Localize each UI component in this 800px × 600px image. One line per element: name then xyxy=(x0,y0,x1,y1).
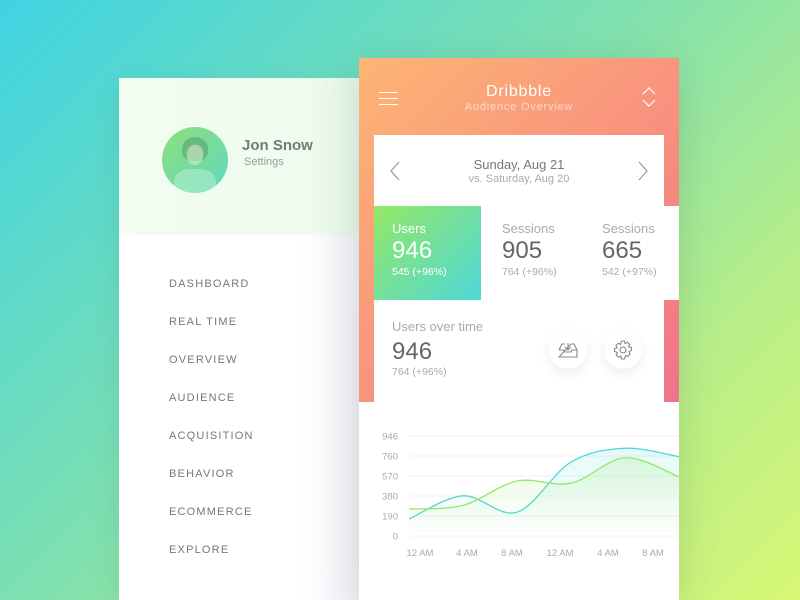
nav-item-dashboard[interactable]: DASHBOARD xyxy=(169,278,250,290)
avatar[interactable] xyxy=(162,127,228,193)
card-compare: 764 (+96%) xyxy=(392,366,447,378)
users-chart: 946 760 570 380 190 0 12 AM 4 AM 8 AM 12 AM 4 AM 8 … xyxy=(382,432,679,559)
settings-button[interactable] xyxy=(604,331,642,369)
nav-item-behavior[interactable]: BEHAVIOR xyxy=(169,468,235,480)
nav-item-ecommerce[interactable]: ECOMMERCE xyxy=(169,506,253,518)
download-button[interactable] xyxy=(549,331,587,369)
metric-label: Sessions xyxy=(502,221,555,236)
y-tick-label: 380 xyxy=(382,492,398,503)
chevron-right-icon[interactable] xyxy=(637,161,649,181)
gear-icon xyxy=(613,340,633,360)
hamburger-menu-icon[interactable] xyxy=(379,92,398,105)
app-subtitle: Audience Overview xyxy=(464,101,574,113)
metric-value: 665 xyxy=(602,237,643,264)
metrics-row: Users 946 545 (+96%) Sessions 905 764 (+… xyxy=(374,206,679,300)
metric-sessions[interactable]: Sessions 905 764 (+96%) xyxy=(484,206,557,300)
date-selector: Sunday, Aug 21 vs. Saturday, Aug 20 xyxy=(374,135,664,206)
metric-value: 946 xyxy=(392,237,433,264)
metric-users[interactable]: Users 946 545 (+96%) xyxy=(374,206,481,300)
users-over-time-card: Users over time 946 764 (+96%) xyxy=(374,300,664,402)
x-tick-label: 12 AM xyxy=(547,548,574,559)
settings-link[interactable]: Settings xyxy=(244,156,284,168)
chevron-left-icon[interactable] xyxy=(389,161,401,181)
sidebar-shadow xyxy=(299,235,359,600)
x-tick-label: 8 AM xyxy=(501,548,523,559)
series-line xyxy=(408,457,679,510)
nav-item-real-time[interactable]: REAL TIME xyxy=(169,316,238,328)
main-panel: Dribbble Audience Overview Sunday, Aug 2… xyxy=(359,58,679,600)
metric-compare: 764 (+96%) xyxy=(502,266,557,278)
metric-sessions-2[interactable]: Sessions 665 542 (+97%) xyxy=(584,206,657,300)
metric-value: 905 xyxy=(502,237,543,264)
metric-compare: 542 (+97%) xyxy=(602,266,657,278)
x-tick-label: 4 AM xyxy=(456,548,478,559)
x-tick-label: 8 AM xyxy=(642,548,664,559)
current-date: Sunday, Aug 21 xyxy=(473,157,565,172)
card-label: Users over time xyxy=(392,319,484,334)
nav-item-acquisition[interactable]: ACQUISITION xyxy=(169,430,254,442)
profile-header: Jon Snow Settings xyxy=(119,78,359,235)
header: Dribbble Audience Overview Sunday, Aug 2… xyxy=(359,58,679,402)
nav-item-explore[interactable]: EXPLORE xyxy=(169,544,230,556)
y-tick-label: 190 xyxy=(382,512,398,523)
sidebar-panel: Jon Snow Settings DASHBOARD REAL TIME OV… xyxy=(119,78,359,600)
y-tick-label: 760 xyxy=(382,452,398,463)
sidebar-nav: DASHBOARD REAL TIME OVERVIEW AUDIENCE AC… xyxy=(169,278,254,582)
series-area xyxy=(409,457,679,536)
user-name: Jon Snow xyxy=(242,137,313,154)
y-tick-label: 0 xyxy=(393,532,398,543)
metric-label: Sessions xyxy=(602,221,655,236)
sort-chevrons-icon[interactable] xyxy=(641,86,657,108)
nav-item-overview[interactable]: OVERVIEW xyxy=(169,354,238,366)
y-tick-label: 946 xyxy=(382,432,398,443)
inbox-download-icon xyxy=(558,343,578,358)
y-tick-label: 570 xyxy=(382,472,398,483)
app-title: Dribbble xyxy=(486,83,552,100)
compare-date: vs. Saturday, Aug 20 xyxy=(468,173,570,185)
x-tick-label: 4 AM xyxy=(597,548,619,559)
card-value: 946 xyxy=(392,338,433,365)
metric-compare: 545 (+96%) xyxy=(392,266,447,278)
nav-item-audience[interactable]: AUDIENCE xyxy=(169,392,236,404)
x-tick-label: 12 AM xyxy=(407,548,434,559)
metric-label: Users xyxy=(392,221,426,236)
